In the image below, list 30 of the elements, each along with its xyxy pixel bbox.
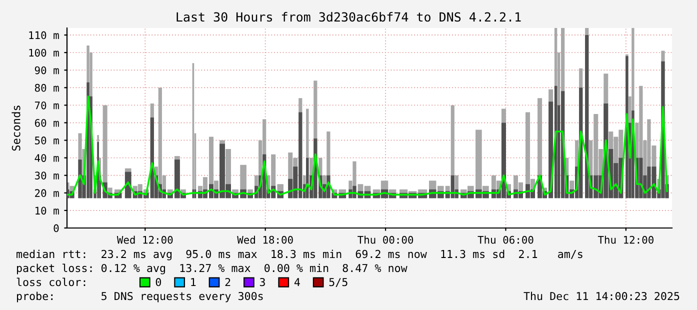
y-tick-label: 90 m (34, 66, 59, 74)
text: median rtt: 23.2 ms avg 95.0 ms max 18.3 ms min 69.2 ms now 11.3 ms sd 2.1 am/s (16, 250, 582, 260)
y-tick-label: 100 m (29, 48, 59, 57)
legend-label: 1 (191, 278, 196, 286)
x-tick-label: Thu 00:00 (358, 236, 414, 244)
x-tick-label: Thu 06:00 (478, 236, 534, 244)
y-tick-label: 30 m (34, 172, 59, 180)
y-tick-label: 10 m (36, 206, 59, 215)
y-tick-label: 50 m (35, 136, 59, 144)
legend-label: 5/5 (329, 278, 348, 288)
y-tick-label: 40 m (34, 154, 59, 162)
y-tick-label: 20 m (35, 189, 59, 198)
text: packet loss: 0.12 % avg 13.27 % max 0.00 % min 8.47 % now (17, 264, 408, 274)
text: Thu Dec 11 14:00:23 2025 (524, 292, 680, 300)
y-tick-label: 80 m (34, 84, 59, 92)
legend-label: 4 (294, 278, 300, 286)
y-tick-label: 60 m (34, 118, 59, 127)
y-tick-label: 70 m (34, 101, 59, 110)
text: probe: 5 DNS requests every 300s (17, 292, 263, 302)
chart-title: Last 30 Hours from 3d230ac6bf74 to DNS 4.2.2.1 (176, 12, 521, 22)
legend-title: loss color: (16, 278, 86, 286)
legend-label: 3 (260, 278, 265, 286)
x-tick-label: Wed 12:00 (116, 236, 173, 244)
y-tick-label: 0 (54, 224, 59, 232)
y-axis-title: Seconds (12, 106, 20, 151)
legend-label: 2 (225, 278, 230, 286)
y-tick-label: 110 m (29, 31, 59, 40)
x-tick-label: Wed 18:00 (237, 236, 293, 244)
legend-label: 0 (156, 278, 161, 286)
x-tick-label: Thu 12:00 (598, 236, 654, 244)
